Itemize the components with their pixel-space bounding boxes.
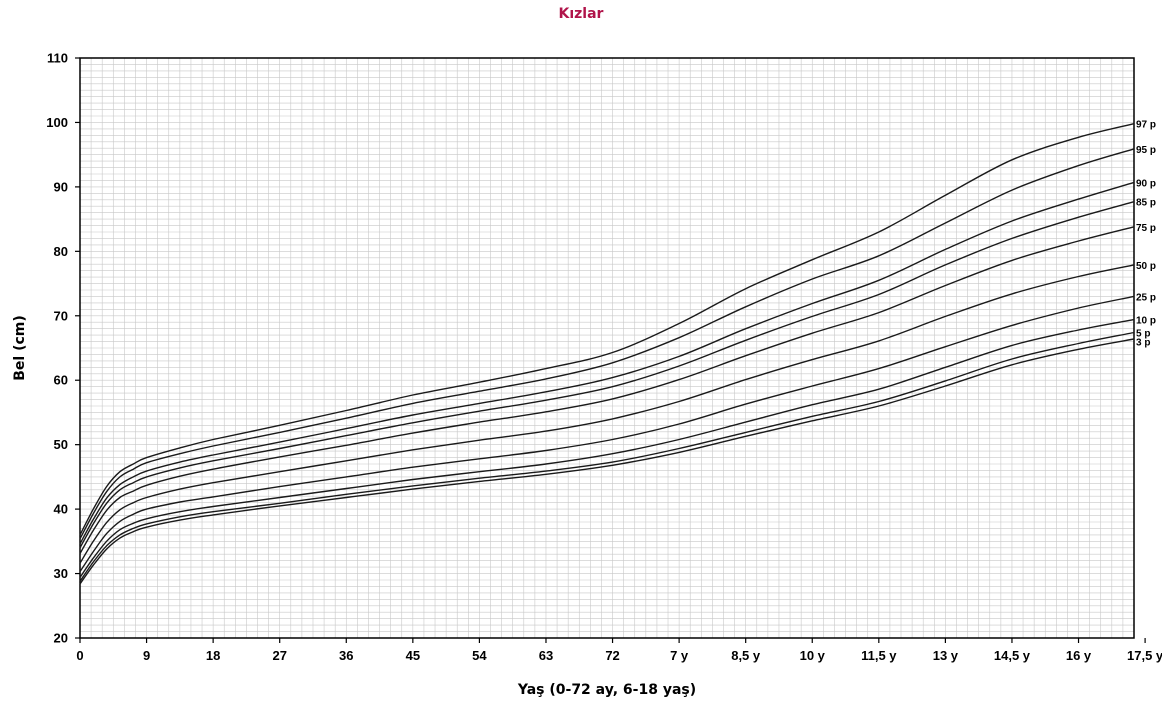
y-tick-label: 110 (47, 51, 68, 66)
chart-title: Kızlar (558, 6, 604, 22)
percentile-label: 3 p (1136, 338, 1150, 349)
x-tick-label: 9 (143, 648, 150, 663)
x-tick-label: 17,5 y (1127, 648, 1162, 663)
series-line-85p (79, 201, 1135, 549)
chart-grid (80, 58, 1134, 638)
percentile-label: 97 p (1136, 120, 1156, 131)
y-tick-label: 50 (54, 437, 68, 452)
percentile-label: 95 p (1136, 145, 1156, 156)
series-line-5p (79, 331, 1135, 582)
y-tick-label: 40 (54, 502, 68, 517)
percentile-label: 25 p (1136, 292, 1156, 303)
x-tick-label: 8,5 y (731, 648, 761, 663)
y-tick-label: 20 (54, 631, 68, 646)
series-line-25p (79, 295, 1135, 572)
x-tick-label: 63 (539, 648, 553, 663)
series-line-90p (79, 181, 1135, 545)
x-tick-label: 45 (406, 648, 420, 663)
y-tick-label: 100 (46, 115, 68, 130)
x-tick-label: 14,5 y (994, 648, 1031, 663)
x-tick-label: 18 (206, 648, 220, 663)
x-tick-label: 36 (339, 648, 353, 663)
y-axis-title: Bel (cm) (12, 315, 28, 381)
y-tick-label: 30 (54, 566, 68, 581)
x-tick-label: 7 y (670, 648, 689, 663)
x-tick-label: 0 (76, 648, 83, 663)
percentile-label: 90 p (1136, 178, 1156, 189)
plot-frame (79, 57, 1135, 639)
percentile-label: 75 p (1136, 223, 1156, 234)
y-tick-label: 70 (54, 308, 68, 323)
percentile-label: 5 p (1136, 329, 1150, 340)
x-axis: 0 9 18 27 36 45 54 63 72 7 y 8,5 y 10 y 11,5 y 13 y 14… (76, 638, 1162, 663)
y-tick-label: 60 (54, 373, 68, 388)
x-tick-label: 10 y (800, 648, 826, 663)
y-tick-label: 80 (54, 244, 68, 259)
series-line-75p (79, 226, 1135, 554)
x-tick-label: 13 y (933, 648, 959, 663)
series-line-97p (79, 123, 1135, 536)
series-line-10p (79, 318, 1135, 578)
series-line-50p (79, 264, 1135, 564)
percentile-label: 10 p (1136, 316, 1156, 327)
percentile-labels: 97 p 95 p 90 p 85 p 75 p 50 p 25 p 10 p 5 p3 p (1136, 120, 1156, 349)
y-tick-label: 90 (54, 179, 68, 194)
x-tick-label: 54 (472, 648, 487, 663)
x-axis-title: Yaş (0-72 ay, 6-18 yaş) (517, 682, 696, 698)
x-tick-label: 11,5 y (861, 648, 897, 663)
series-lines (79, 123, 1135, 585)
x-tick-label: 72 (605, 648, 619, 663)
percentile-label: 85 p (1136, 198, 1156, 209)
series-line-3p (79, 338, 1135, 585)
x-tick-label: 16 y (1066, 648, 1092, 663)
x-tick-label: 27 (272, 648, 286, 663)
percentile-label: 50 p (1136, 261, 1156, 272)
series-line-95p (79, 148, 1135, 540)
y-axis: 20 30 40 50 60 70 80 90 100 110 (46, 51, 80, 646)
